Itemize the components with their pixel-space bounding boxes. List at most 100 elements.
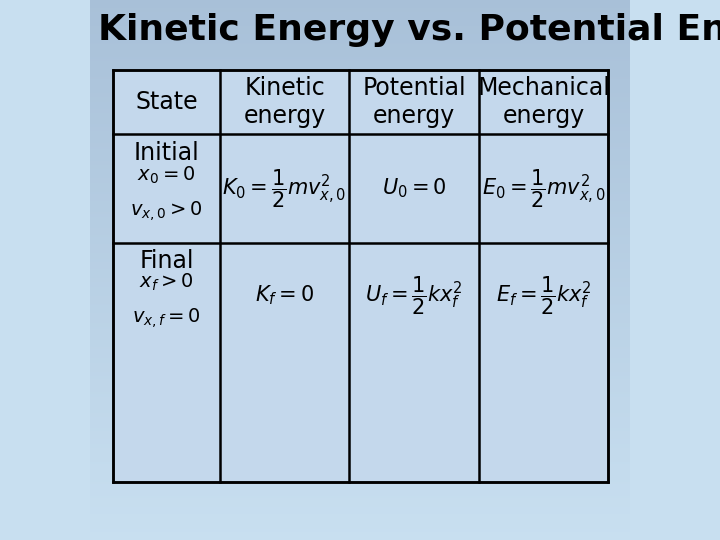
Bar bbox=[90, 199, 630, 201]
Bar bbox=[90, 241, 630, 243]
Text: $E_0 = \dfrac{1}{2}mv^2_{x,0}$: $E_0 = \dfrac{1}{2}mv^2_{x,0}$ bbox=[482, 167, 606, 210]
Bar bbox=[90, 465, 630, 468]
Bar bbox=[90, 415, 630, 417]
Bar bbox=[90, 52, 630, 54]
Bar bbox=[90, 534, 630, 536]
Bar bbox=[90, 516, 630, 518]
Bar bbox=[90, 329, 630, 331]
Bar bbox=[90, 352, 630, 355]
Bar bbox=[90, 435, 630, 437]
Bar bbox=[90, 259, 630, 261]
Bar bbox=[90, 80, 630, 83]
Bar bbox=[90, 100, 630, 103]
Bar bbox=[90, 476, 630, 479]
Bar bbox=[90, 111, 630, 113]
Bar bbox=[90, 205, 630, 207]
Bar bbox=[90, 208, 630, 211]
Bar bbox=[90, 3, 630, 5]
Bar bbox=[90, 12, 630, 15]
Bar bbox=[90, 25, 630, 27]
Bar bbox=[90, 19, 630, 22]
Bar bbox=[90, 451, 630, 454]
Bar bbox=[90, 188, 630, 191]
Bar bbox=[90, 392, 630, 394]
Bar bbox=[90, 28, 630, 31]
Bar bbox=[90, 316, 630, 319]
Bar bbox=[90, 190, 630, 193]
Bar bbox=[90, 330, 630, 333]
Bar bbox=[90, 44, 630, 47]
Bar bbox=[90, 492, 630, 495]
Bar bbox=[90, 141, 630, 144]
Bar bbox=[90, 125, 630, 128]
Bar bbox=[90, 244, 630, 247]
Bar bbox=[90, 161, 630, 164]
Bar bbox=[90, 507, 630, 509]
Bar bbox=[90, 214, 630, 216]
Bar bbox=[90, 82, 630, 85]
Bar bbox=[90, 174, 630, 177]
Bar bbox=[90, 140, 630, 142]
Bar bbox=[90, 55, 630, 58]
Bar bbox=[90, 469, 630, 471]
Bar bbox=[90, 333, 630, 335]
Bar bbox=[90, 334, 630, 336]
Bar bbox=[90, 286, 630, 288]
Bar bbox=[90, 84, 630, 86]
Bar bbox=[90, 417, 630, 420]
Bar bbox=[90, 525, 630, 528]
Bar bbox=[90, 374, 630, 376]
Bar bbox=[90, 23, 630, 25]
Bar bbox=[90, 239, 630, 241]
Bar bbox=[90, 195, 630, 198]
Bar bbox=[90, 268, 630, 270]
Bar bbox=[90, 529, 630, 531]
Bar bbox=[90, 276, 630, 279]
Bar bbox=[90, 86, 630, 88]
Bar bbox=[90, 446, 630, 448]
Bar bbox=[90, 120, 630, 123]
Bar bbox=[90, 279, 630, 281]
Bar bbox=[90, 266, 630, 268]
Bar bbox=[90, 246, 630, 248]
Bar bbox=[90, 181, 630, 184]
Bar bbox=[90, 17, 630, 20]
Text: Potential
energy: Potential energy bbox=[362, 76, 466, 128]
Bar bbox=[90, 406, 630, 409]
Bar bbox=[90, 347, 630, 349]
Bar bbox=[90, 59, 630, 61]
Bar bbox=[90, 210, 630, 212]
Bar bbox=[90, 114, 630, 117]
Bar bbox=[90, 252, 630, 254]
Bar bbox=[90, 171, 630, 173]
Bar bbox=[90, 0, 630, 2]
Bar bbox=[90, 397, 630, 400]
Bar bbox=[90, 133, 630, 135]
Bar bbox=[90, 1, 630, 4]
Text: Final: Final bbox=[139, 249, 194, 273]
Bar bbox=[90, 249, 630, 252]
Bar bbox=[90, 144, 630, 146]
Bar bbox=[90, 354, 630, 356]
Bar bbox=[90, 109, 630, 112]
Bar bbox=[90, 102, 630, 104]
Bar bbox=[90, 129, 630, 131]
Text: $x_0 = 0$
$v_{x,0} > 0$: $x_0 = 0$ $v_{x,0} > 0$ bbox=[130, 165, 203, 223]
Bar bbox=[90, 500, 630, 502]
Bar bbox=[90, 73, 630, 76]
Bar bbox=[90, 471, 630, 474]
Bar bbox=[90, 345, 630, 347]
Bar bbox=[90, 36, 630, 38]
Bar bbox=[90, 408, 630, 410]
Bar bbox=[90, 460, 630, 463]
Bar bbox=[90, 453, 630, 455]
Bar bbox=[90, 480, 630, 482]
Bar bbox=[90, 212, 630, 214]
Bar bbox=[90, 260, 630, 263]
Bar bbox=[90, 14, 630, 16]
Bar bbox=[90, 419, 630, 421]
Bar bbox=[90, 273, 630, 275]
Bar bbox=[90, 361, 630, 363]
Bar bbox=[90, 365, 630, 367]
Bar bbox=[90, 219, 630, 221]
